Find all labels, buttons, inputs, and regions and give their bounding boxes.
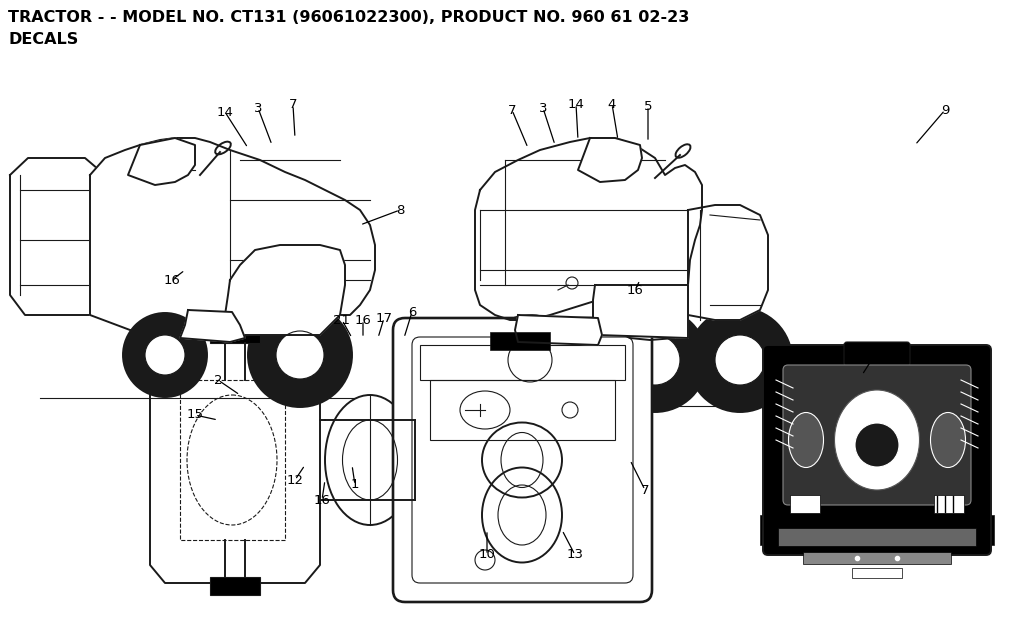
Polygon shape [90,138,375,338]
Text: 21: 21 [334,313,350,326]
Text: 11: 11 [869,344,887,357]
Text: 17: 17 [376,312,392,325]
Bar [490,332,550,350]
Text: 16: 16 [627,283,643,297]
Text: 6: 6 [408,305,416,318]
Text: 14: 14 [567,97,585,110]
Polygon shape [180,310,245,342]
Circle shape [123,313,207,397]
Text: 7: 7 [508,104,516,117]
Circle shape [485,315,575,405]
Bar [778,528,976,546]
Bar [978,515,994,545]
Bar [180,380,285,540]
Bar [803,552,951,564]
Text: 16: 16 [313,494,331,507]
Text: 16: 16 [354,313,372,326]
FancyBboxPatch shape [844,342,910,366]
Circle shape [688,308,792,412]
FancyBboxPatch shape [783,365,971,505]
Polygon shape [10,158,105,315]
Text: 5: 5 [644,99,652,112]
Polygon shape [593,285,688,338]
Text: 9: 9 [941,104,949,117]
Polygon shape [475,138,702,340]
Text: 7: 7 [641,484,649,497]
Circle shape [508,338,552,382]
Text: 1: 1 [351,479,359,492]
Polygon shape [150,337,319,583]
Bar [790,495,820,513]
Polygon shape [688,205,768,320]
Circle shape [715,335,765,385]
Text: 10: 10 [478,549,496,561]
Ellipse shape [788,413,823,468]
Text: 3: 3 [254,102,262,115]
Text: 12: 12 [287,473,303,486]
Circle shape [630,335,680,385]
Ellipse shape [835,390,920,490]
Text: 15: 15 [186,408,204,421]
Text: 13: 13 [566,549,584,561]
FancyBboxPatch shape [393,318,652,602]
Bar [210,577,260,595]
Polygon shape [578,138,642,182]
Text: 2: 2 [214,373,222,386]
Text: TRACTOR - - MODEL NO. CT131 (96061022300), PRODUCT NO. 960 61 02-23: TRACTOR - - MODEL NO. CT131 (96061022300… [8,10,689,25]
Bar [934,495,964,513]
Bar [852,568,902,578]
Text: 8: 8 [396,204,404,217]
Bar [430,380,615,440]
Ellipse shape [325,395,415,525]
Bar [210,325,260,343]
Text: 7: 7 [289,99,297,112]
Polygon shape [225,245,345,335]
Circle shape [248,303,352,407]
Text: 16: 16 [164,273,180,286]
Polygon shape [128,138,195,185]
Circle shape [276,331,324,379]
FancyBboxPatch shape [763,345,991,555]
Ellipse shape [931,413,966,468]
Circle shape [145,335,185,375]
Bar [420,345,625,380]
Text: DECALS: DECALS [8,32,78,47]
Circle shape [603,308,707,412]
Text: 14: 14 [216,106,233,118]
Text: 4: 4 [608,97,616,110]
Polygon shape [515,315,602,345]
Circle shape [855,423,899,467]
Text: 3: 3 [539,102,547,115]
Bar [760,515,776,545]
